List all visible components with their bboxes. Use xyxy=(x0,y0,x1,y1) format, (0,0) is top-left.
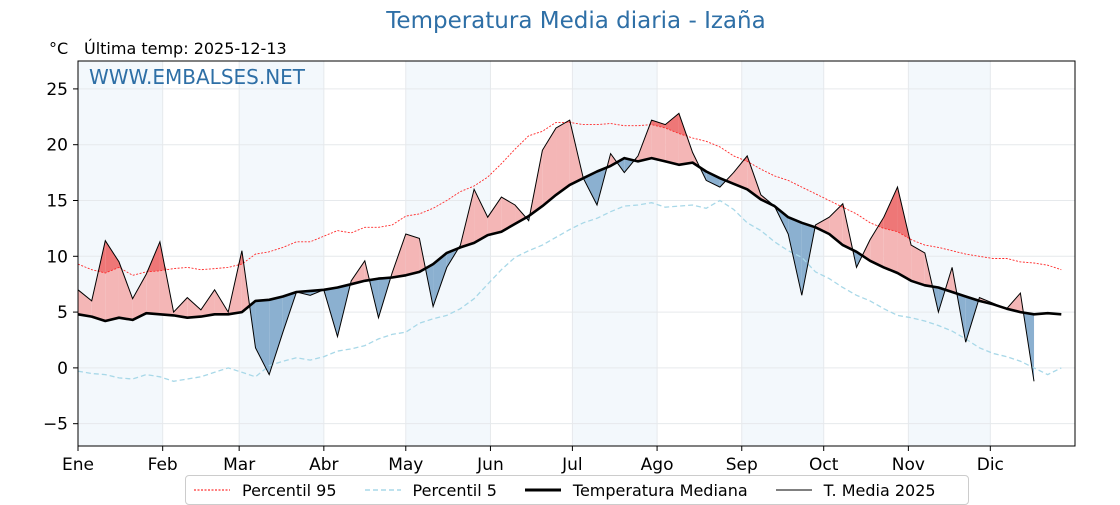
month-band xyxy=(78,61,163,446)
month-band xyxy=(239,61,324,446)
y-tick-label: 10 xyxy=(46,247,68,267)
legend-item-p95: Percentil 95 xyxy=(194,481,337,500)
legend-label-mediana: Temperatura Mediana xyxy=(573,481,748,500)
fill-above-median xyxy=(556,120,570,195)
y-tick-label: 5 xyxy=(57,303,68,323)
x-tick-label: Jun xyxy=(476,455,504,475)
x-tick-label: Ene xyxy=(62,455,94,475)
month-band xyxy=(742,61,824,446)
legend-label-p95: Percentil 95 xyxy=(242,481,337,500)
x-tick-label: Jul xyxy=(561,455,583,475)
legend-label-2025: T. Media 2025 xyxy=(824,481,936,500)
fill-above-p95 xyxy=(870,217,884,228)
legend-swatch-p5 xyxy=(365,487,401,493)
month-band xyxy=(572,61,657,446)
x-tick-label: Nov xyxy=(892,455,925,475)
x-tick-label: Abr xyxy=(309,455,338,475)
y-tick-label: 20 xyxy=(46,136,68,156)
fill-above-median xyxy=(201,290,215,317)
y-tick-label: 15 xyxy=(46,191,68,211)
x-tick-label: Dic xyxy=(977,455,1004,475)
y-tick-label: −5 xyxy=(43,415,68,435)
legend-item-p5: Percentil 5 xyxy=(365,481,497,500)
legend-swatch-mediana xyxy=(525,487,561,493)
x-tick-label: Mar xyxy=(223,455,255,475)
x-tick-label: May xyxy=(388,455,423,475)
legend: Percentil 95 Percentil 5 Temperatura Med… xyxy=(185,475,969,505)
x-tick-label: Sep xyxy=(726,455,758,475)
watermark: WWW.EMBALSES.NET xyxy=(89,65,306,89)
y-tick-label: 25 xyxy=(46,80,68,100)
legend-item-mediana: Temperatura Mediana xyxy=(525,481,748,500)
legend-swatch-p95 xyxy=(194,487,230,493)
y-tick-label: 0 xyxy=(57,359,68,379)
legend-swatch-2025 xyxy=(776,487,812,493)
fill-above-p95 xyxy=(884,187,898,232)
x-tick-label: Oct xyxy=(809,455,839,475)
fill-above-median xyxy=(406,234,420,275)
legend-label-p5: Percentil 5 xyxy=(413,481,497,500)
x-tick-label: Ago xyxy=(641,455,674,475)
x-tick-label: Feb xyxy=(148,455,178,475)
legend-item-2025: T. Media 2025 xyxy=(776,481,936,500)
